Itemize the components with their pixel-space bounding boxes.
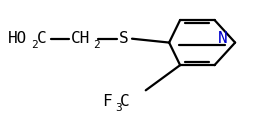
Text: C: C xyxy=(37,31,46,46)
Text: 2: 2 xyxy=(94,40,100,50)
Text: 3: 3 xyxy=(115,103,122,113)
Text: S: S xyxy=(119,31,128,46)
Text: C: C xyxy=(120,94,130,109)
Text: HO: HO xyxy=(8,31,28,46)
Text: 2: 2 xyxy=(31,40,38,50)
Text: F: F xyxy=(102,94,111,109)
Text: N: N xyxy=(218,31,227,46)
Text: CH: CH xyxy=(71,31,90,46)
